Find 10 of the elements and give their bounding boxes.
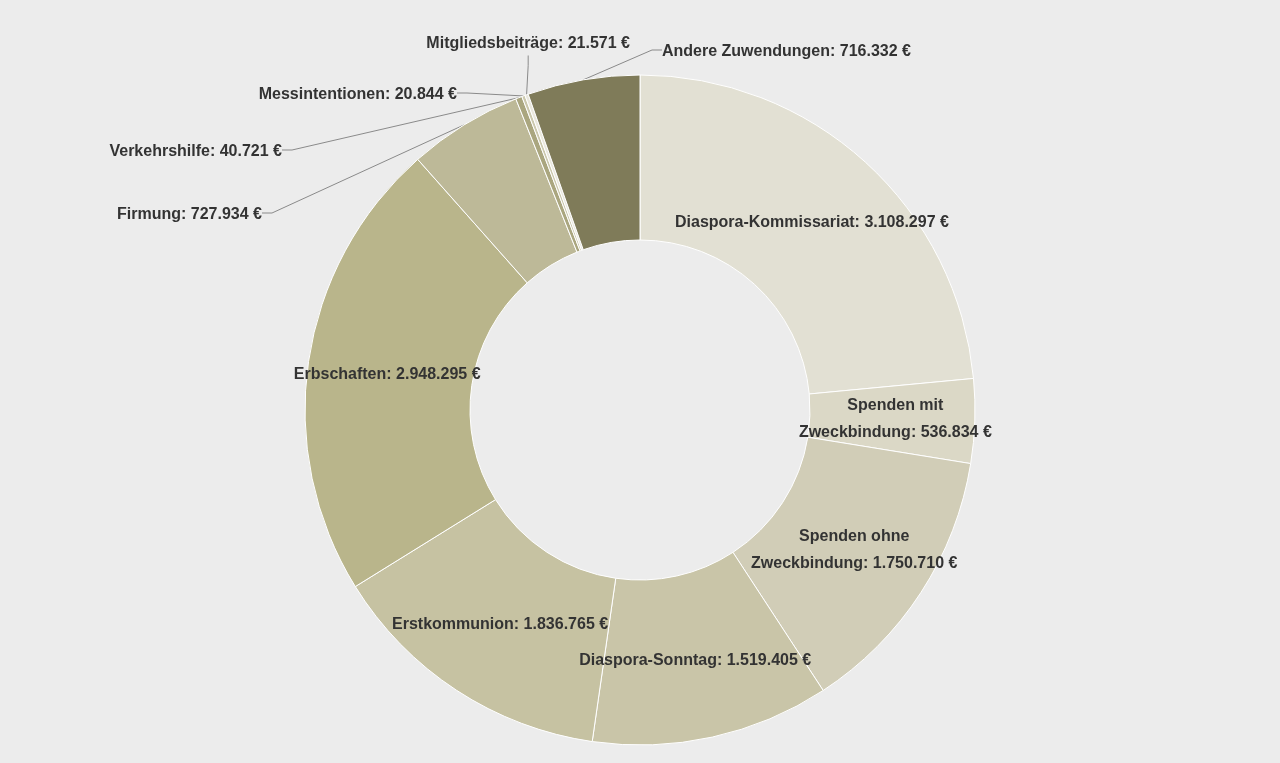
slice-label: Spenden mit Zweckbindung: 536.834 € (798, 396, 992, 441)
slice-label: Messintentionen: 20.844 € (258, 84, 458, 102)
slice-label: Mitgliedsbeiträge: 21.571 € (426, 33, 631, 51)
slice-label: Diaspora-Kommissariat: 3.108.297 € (674, 212, 949, 230)
slice-label: Firmung: 727.934 € (117, 204, 263, 222)
slice-label: Spenden ohne Zweckbindung: 1.750.710 € (751, 527, 958, 572)
slice-label: Verkehrshilfe: 40.721 € (109, 141, 283, 159)
slice-label: Erstkommunion: 1.836.765 € (392, 615, 609, 633)
slice-label: Diaspora-Sonntag: 1.519.405 € (579, 650, 812, 668)
slice-label: Andere Zuwendungen: 716.332 € (662, 41, 912, 59)
